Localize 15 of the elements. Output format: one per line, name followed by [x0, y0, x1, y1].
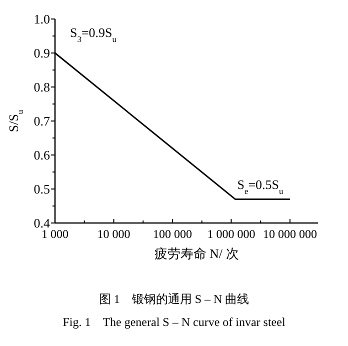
y-tick-label: 0.5 [34, 182, 50, 196]
y-tick-label: 0.7 [34, 114, 50, 128]
y-tick-label: 1.0 [34, 12, 50, 26]
x-tick-label: 10 000 [97, 227, 130, 241]
y-tick-label: 0.8 [34, 80, 50, 94]
annotation: S$_{e}$=0.5S$_{u}$ [237, 177, 284, 196]
text: Fig. 1 The general S – N curve of invar steel [62, 315, 286, 329]
y-tick-label: 0.6 [34, 148, 50, 162]
x-axis-title: 疲劳寿命 N/ 次 [154, 246, 239, 261]
x-tick-label: 1 000 000 [207, 227, 256, 241]
annotation: S$_{3}$=0.9S$_{u}$ [70, 25, 116, 44]
text: 图 1 锻钢的通用 S – N 曲线 [98, 292, 250, 306]
x-tick-label: 100 000 [152, 227, 192, 241]
x-tick-label: 10 000 000 [262, 227, 317, 241]
y-tick-label: 0.9 [34, 46, 50, 60]
